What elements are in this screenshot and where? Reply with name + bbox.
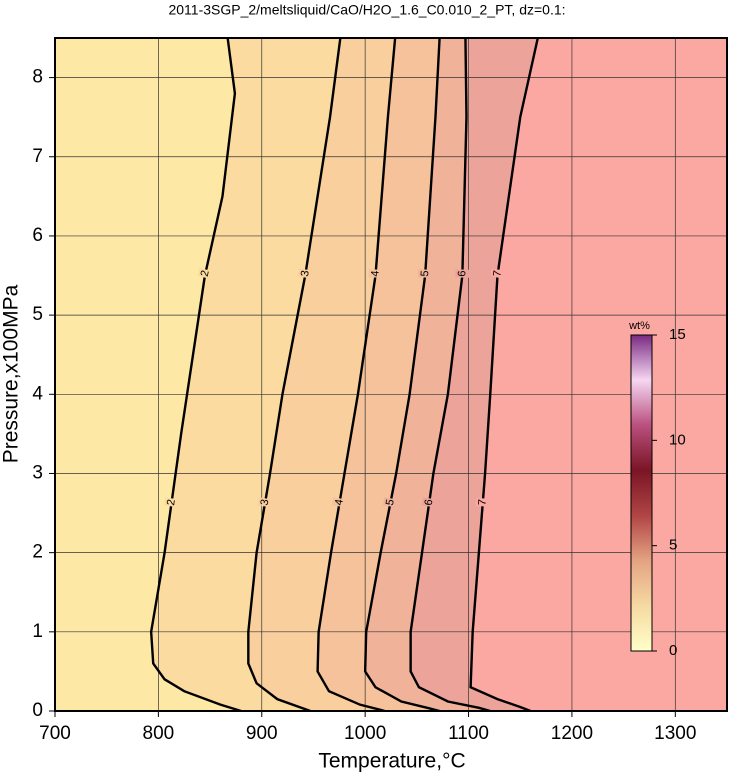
y-tick-label: 5 — [32, 304, 43, 325]
contour-label-bg — [421, 497, 437, 508]
x-tick-label: 1000 — [344, 723, 386, 744]
overlay: 700 800 900 1000 1100 1200 1300 0 1 2 3 4 5 6 7 8 0 5 10 15… — [32, 37, 728, 744]
y-axis-label: Pressure,x100MPa — [0, 284, 23, 463]
contour-fill — [470, 38, 727, 711]
contour-label-bg — [490, 268, 506, 279]
y-tick-label: 2 — [32, 542, 43, 563]
chart-title: 2011-3SGP_2/meltsliquid/CaO/H2O_1.6_C0.0… — [168, 2, 565, 18]
colorbar-tick-label: 10 — [669, 431, 686, 448]
contour-label: 3 — [259, 498, 272, 506]
x-axis-label: Temperature,°C — [318, 750, 465, 773]
contour-label-bg — [455, 269, 470, 278]
plot-area: 2 2 3 3 4 4 5 5 6 6 7 7 — [55, 38, 727, 711]
contour-label-bg — [257, 497, 273, 508]
contour-line — [469, 38, 539, 711]
colorbar-tick-label: 15 — [669, 326, 686, 343]
contour-label-bg — [197, 268, 214, 279]
x-tick-label: 1100 — [448, 723, 489, 744]
contour-label: 6 — [456, 270, 468, 276]
y-tick-label: 1 — [32, 621, 43, 642]
contour-label-bg — [164, 497, 180, 508]
x-tick-label: 800 — [143, 723, 175, 744]
contour-label-bg — [418, 269, 433, 278]
contour-label: 3 — [299, 270, 312, 278]
contour-line — [149, 38, 242, 711]
contour-label-bg — [332, 497, 348, 508]
colorbar-label: wt% — [628, 320, 650, 332]
plot-frame — [54, 37, 728, 712]
contour-label: 7 — [491, 270, 504, 278]
contour-label: 2 — [199, 269, 212, 278]
contour-label: 7 — [477, 499, 489, 506]
contour-label: 2 — [165, 498, 178, 506]
y-tick-label: 4 — [32, 383, 43, 404]
y-tick-label: 8 — [32, 67, 43, 88]
contour-label-bg — [368, 269, 383, 279]
contour-line — [363, 38, 441, 711]
x-tick-label: 900 — [246, 723, 278, 744]
contour-label-bg — [475, 497, 491, 507]
y-tick-label: 7 — [32, 146, 43, 167]
x-tick-label: 1200 — [551, 723, 593, 744]
contour-label: 4 — [333, 498, 346, 506]
contour-line — [409, 38, 491, 711]
contour-line — [316, 38, 397, 711]
y-tick-label: 6 — [32, 225, 43, 246]
contour-label: 6 — [423, 498, 436, 506]
y-tick-label: 3 — [32, 462, 43, 483]
contour-label-bg — [382, 497, 399, 508]
contour-line — [247, 38, 342, 711]
contour-label: 5 — [419, 270, 431, 277]
contour-label-bg — [297, 268, 314, 279]
y-tick-label: 0 — [32, 700, 43, 721]
colorbar — [630, 334, 653, 652]
contour-label: 5 — [384, 498, 397, 506]
colorbar-tick-label: 0 — [669, 642, 677, 659]
x-tick-label: 1300 — [654, 723, 696, 744]
colorbar-tick-label: 5 — [669, 537, 677, 554]
contour-label: 4 — [369, 270, 381, 277]
x-tick-label: 700 — [39, 723, 71, 744]
